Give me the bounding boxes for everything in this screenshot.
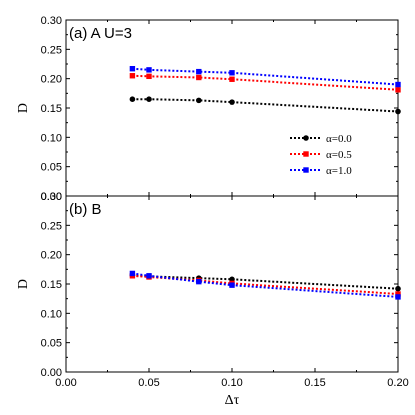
data-point-2 bbox=[129, 65, 136, 72]
data-point-2 bbox=[229, 70, 235, 76]
data-point-0 bbox=[229, 99, 235, 105]
y-tick-label: 0.25 bbox=[41, 220, 62, 232]
y-axis-label: D bbox=[16, 103, 31, 113]
legend-marker-2 bbox=[303, 167, 309, 173]
x-tick-label: 0.20 bbox=[387, 377, 408, 389]
data-point-0 bbox=[146, 96, 152, 102]
panel-a: 0.00 0.05 0.10 0.15 0.20 0.25 0.30 D (a) A U=3 α=… bbox=[16, 15, 401, 203]
y-tick-label: 0.00 bbox=[41, 191, 62, 203]
panel-b: 0.000.050.100.150.200.250.300.00 0.05 0.10… bbox=[16, 191, 409, 408]
data-point-1 bbox=[196, 74, 202, 81]
x-tick-label: 0.15 bbox=[304, 377, 325, 389]
y-tick-label: 0.30 bbox=[41, 191, 62, 203]
y-tick-label: 0.05 bbox=[41, 338, 62, 350]
data-point-2 bbox=[146, 273, 152, 279]
data-point-0 bbox=[129, 96, 136, 102]
data-point-0 bbox=[395, 285, 401, 292]
panel-label: (a) A U=3 bbox=[69, 25, 132, 42]
data-point-0 bbox=[196, 97, 202, 104]
y-tick-label: 0.10 bbox=[41, 308, 62, 320]
data-point-1 bbox=[395, 87, 401, 93]
data-point-2 bbox=[129, 270, 136, 277]
data-point-2 bbox=[196, 68, 202, 75]
data-point-0 bbox=[229, 276, 235, 283]
data-point-1 bbox=[395, 291, 401, 297]
x-tick-label: 0.00 bbox=[55, 377, 76, 389]
legend-label-0: α=0.0 bbox=[326, 133, 352, 145]
legend-marker-0 bbox=[303, 135, 309, 141]
data-point-0 bbox=[395, 108, 401, 115]
y-tick-label: 0.20 bbox=[41, 250, 62, 262]
y-tick-label: 0.30 bbox=[41, 15, 62, 27]
data-point-1 bbox=[229, 76, 235, 82]
series-line-0 bbox=[132, 98, 399, 113]
y-tick-label: 0.05 bbox=[41, 162, 62, 174]
legend-label-2: α=1.0 bbox=[326, 165, 352, 177]
data-point-2 bbox=[196, 278, 202, 285]
y-tick-label: 0.10 bbox=[41, 132, 62, 144]
x-tick-label: 0.10 bbox=[221, 377, 242, 389]
y-axis-label: D bbox=[16, 279, 31, 289]
data-point-2 bbox=[229, 282, 235, 288]
y-tick-label: 0.25 bbox=[41, 44, 62, 56]
legend-marker-1 bbox=[303, 151, 309, 157]
data-point-2 bbox=[146, 67, 152, 73]
series-line-1 bbox=[132, 74, 399, 91]
legend-label-1: α=0.5 bbox=[326, 149, 352, 161]
x-axis-label: Δτ bbox=[225, 393, 240, 408]
data-point-1 bbox=[129, 73, 136, 79]
data-point-1 bbox=[146, 73, 152, 80]
y-tick-label: 0.15 bbox=[41, 279, 62, 291]
y-tick-label: 0.15 bbox=[41, 103, 62, 115]
x-tick-label: 0.05 bbox=[138, 377, 159, 389]
panel-label: (b) B bbox=[69, 201, 102, 218]
y-tick-label: 0.00 bbox=[41, 367, 62, 379]
data-point-2 bbox=[395, 81, 401, 88]
data-point-2 bbox=[395, 294, 401, 300]
y-tick-label: 0.20 bbox=[41, 74, 62, 86]
